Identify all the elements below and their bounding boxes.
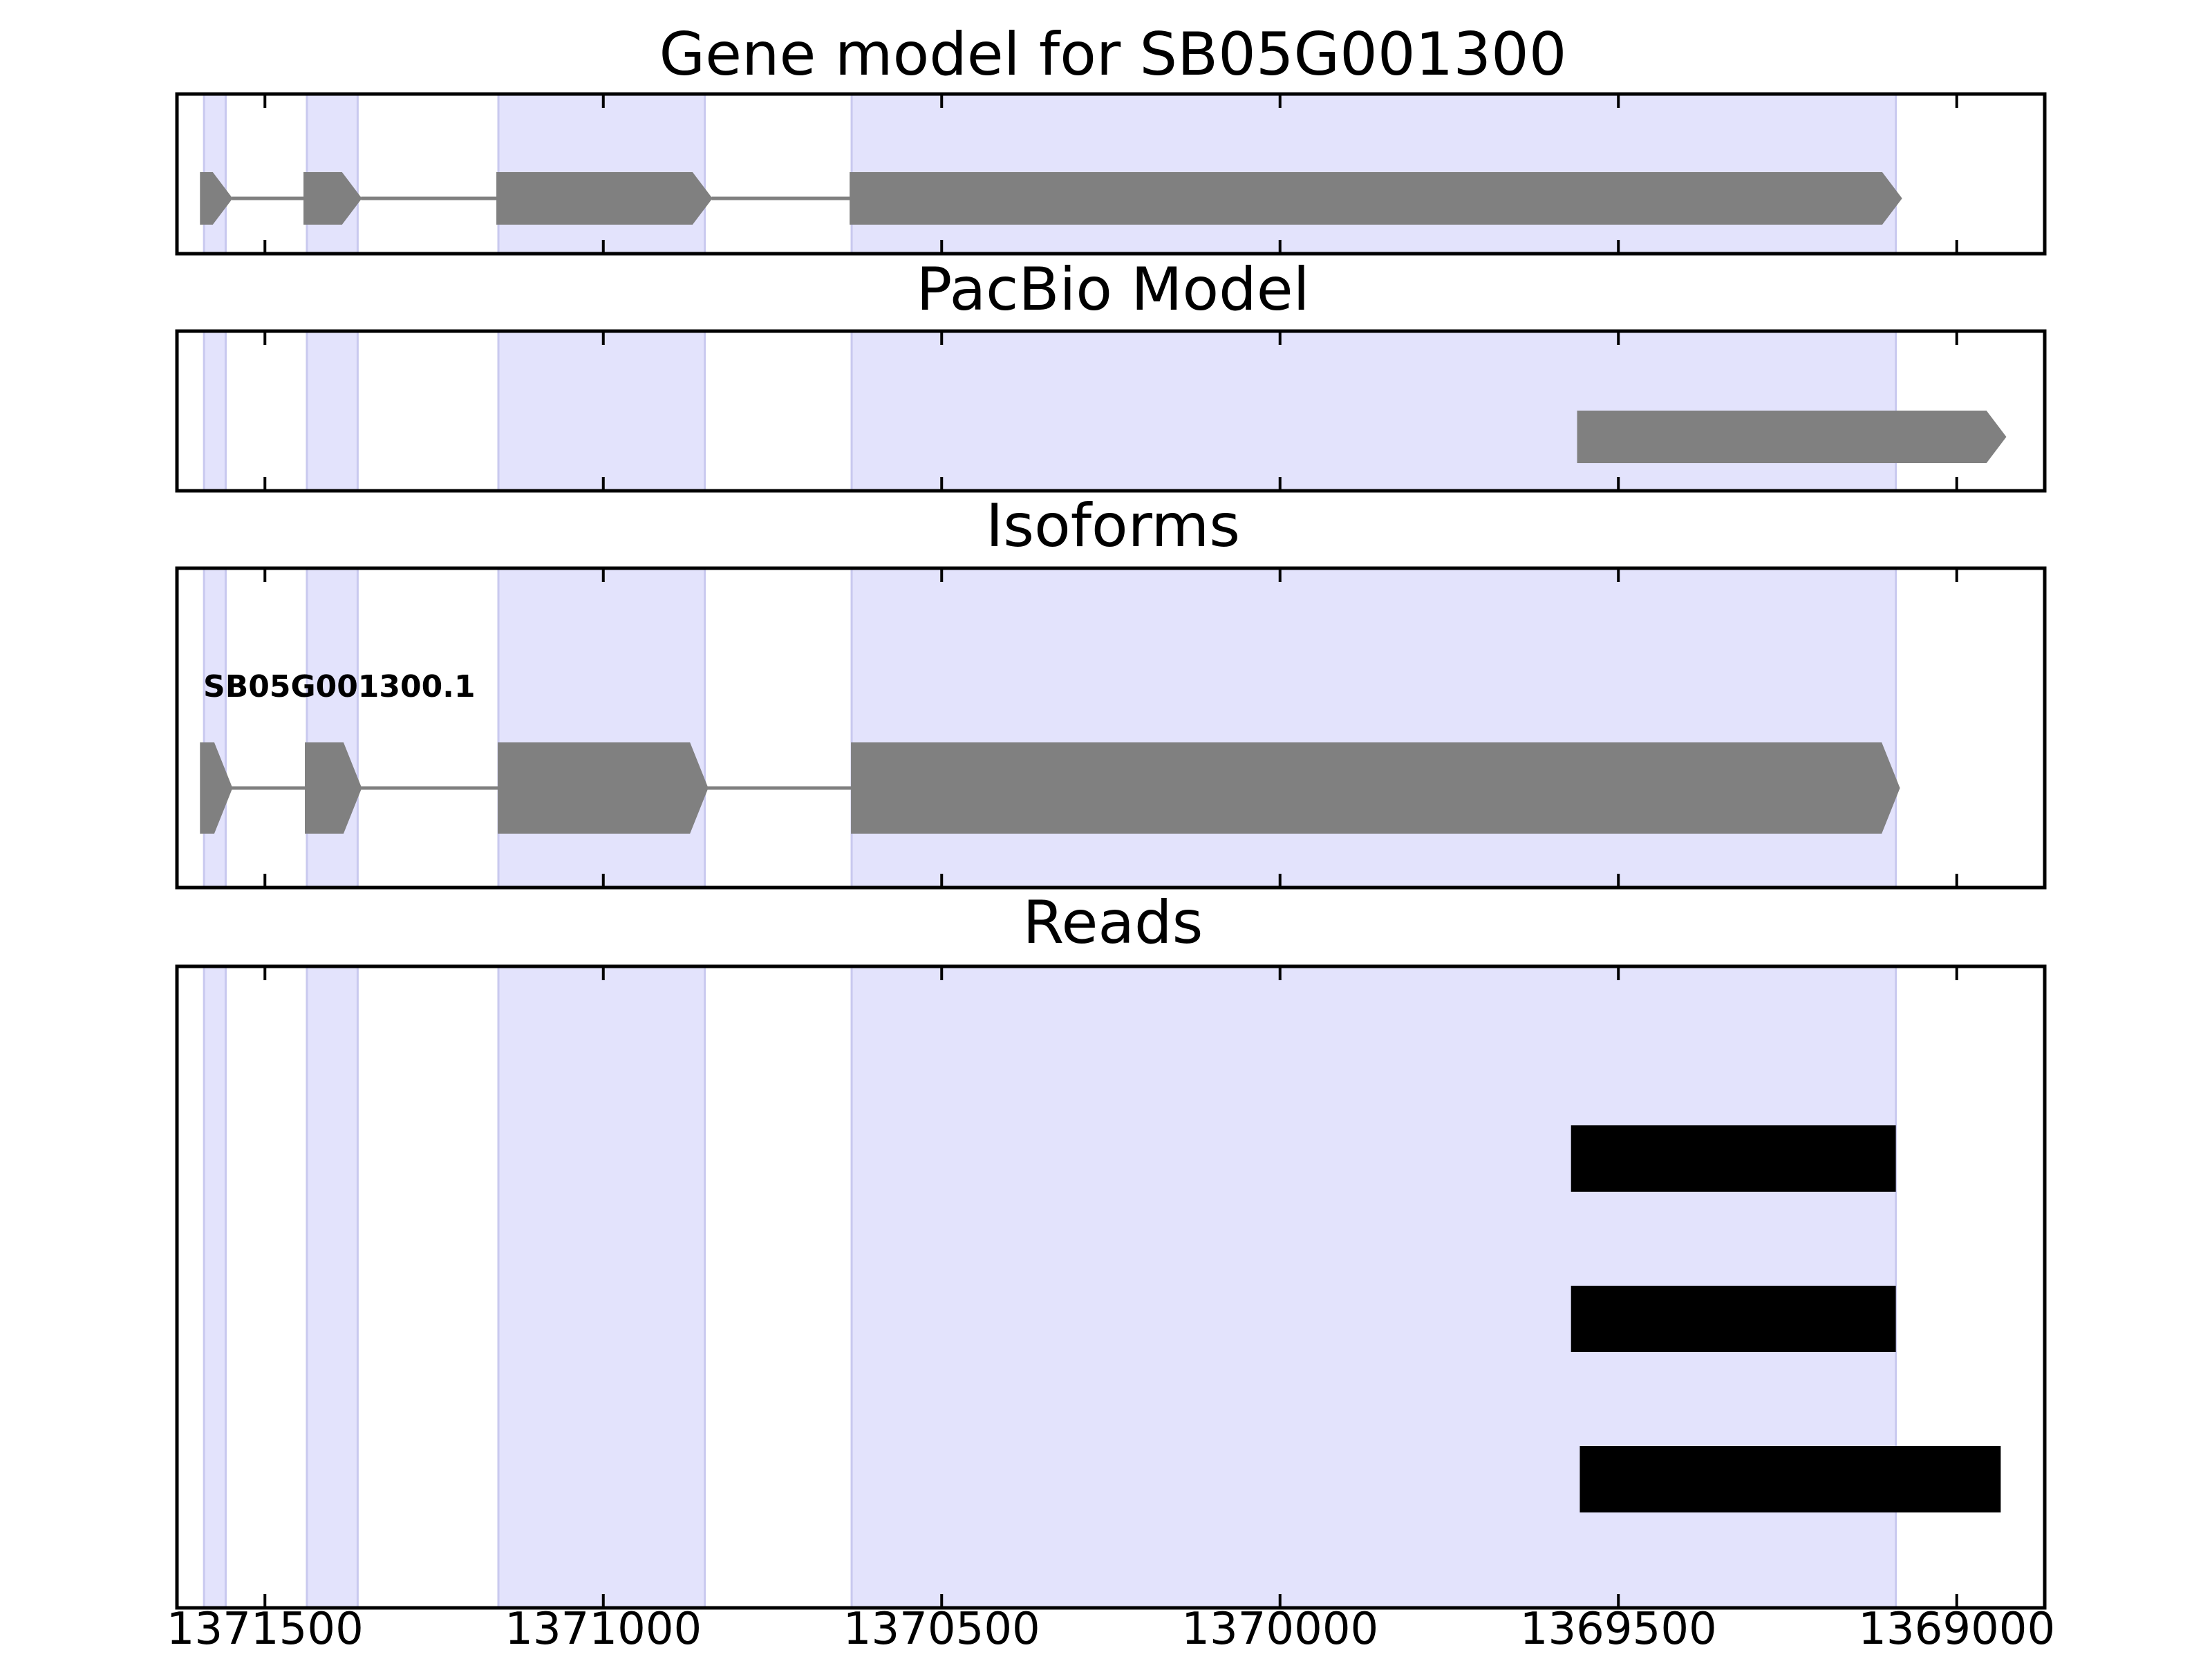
gene-model-exon xyxy=(850,172,1902,225)
gene-model-frame xyxy=(175,92,2047,256)
gene-model-exon xyxy=(200,172,233,225)
x-axis-tick-labels: 1371500 1371000 1370500 1370000 1369500 13690… xyxy=(167,1604,2055,1655)
isoforms-title: Isoforms xyxy=(986,491,1240,561)
isoforms-exon xyxy=(498,742,709,834)
read-bar xyxy=(1571,1286,1896,1352)
isoforms-shaded-region xyxy=(203,567,227,889)
pacbio-model-shaded-region xyxy=(203,330,227,492)
pacbio-model-shaded-region xyxy=(306,330,359,492)
pacbio-model-panel xyxy=(175,329,2047,493)
pacbio-model-exon xyxy=(1577,411,2007,463)
pacbio-model-title: PacBio Model xyxy=(916,255,1309,324)
x-tick-label: 1370000 xyxy=(1181,1604,1378,1655)
read-bar xyxy=(1580,1446,2001,1512)
x-tick-label: 1371500 xyxy=(167,1604,364,1655)
pacbio-model-frame xyxy=(175,329,2047,493)
isoforms-exon xyxy=(200,742,233,834)
isoform-label: SB05G001300.1 xyxy=(203,669,476,704)
isoforms-shaded-region xyxy=(497,567,706,889)
reads-shaded-region xyxy=(497,965,706,1609)
isoforms-exon xyxy=(851,742,1900,834)
isoforms-shaded-region xyxy=(306,567,359,889)
reads-frame xyxy=(175,964,2047,1610)
x-tick-label: 1370500 xyxy=(843,1604,1040,1655)
reads-shaded-region xyxy=(306,965,359,1609)
isoforms-panel xyxy=(175,566,2047,890)
isoforms-exon xyxy=(305,742,362,834)
pacbio-model-shaded-region xyxy=(497,330,706,492)
gene-model-exon xyxy=(496,172,713,225)
reads-panel xyxy=(175,964,2047,1610)
reads-title: Reads xyxy=(1023,888,1203,957)
x-tick-label: 1371000 xyxy=(505,1604,702,1655)
isoforms-shaded-region xyxy=(850,567,1897,889)
isoforms-frame xyxy=(175,566,2047,890)
reads-shaded-region xyxy=(203,965,227,1609)
gene-model-exon xyxy=(303,172,362,225)
x-tick-label: 1369000 xyxy=(1858,1604,2055,1655)
x-tick-label: 1369500 xyxy=(1520,1604,1717,1655)
gene-model-title: Gene model for SB05G001300 xyxy=(659,20,1567,89)
read-bar xyxy=(1571,1125,1896,1192)
gene-model-panel xyxy=(175,92,2047,256)
